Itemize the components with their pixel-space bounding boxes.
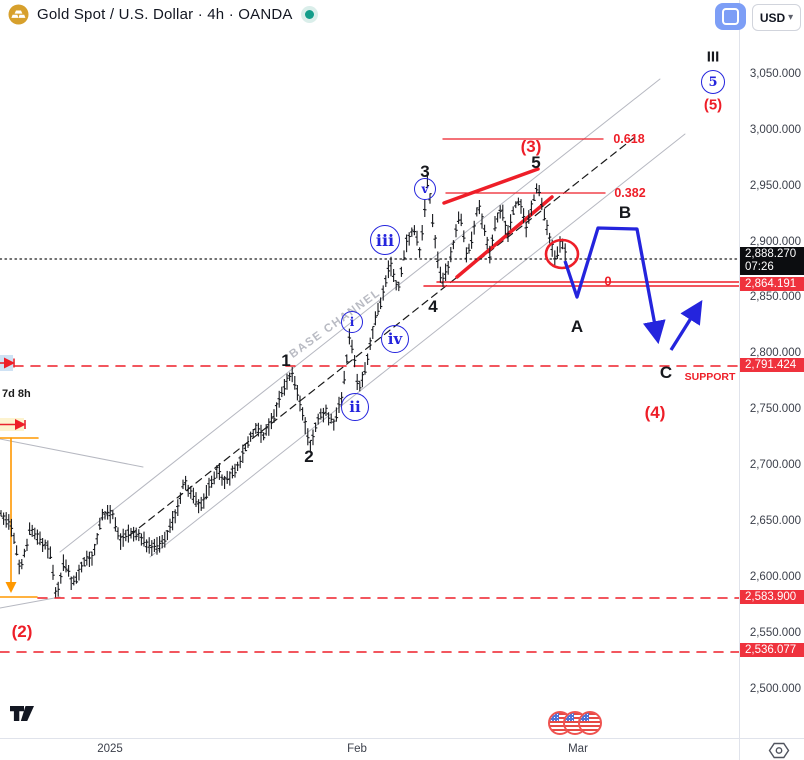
breakdown-highlight-circle[interactable] (544, 238, 580, 270)
trendline-base-low[interactable] (0, 596, 61, 609)
price-axis-label: 2,850.000 (749, 291, 801, 303)
symbol-header[interactable]: Gold Spot / U.S. Dollar · 4h · OANDA (8, 4, 318, 25)
snapshot-button[interactable] (715, 3, 746, 30)
price-axis-label: 2,800.000 (749, 347, 801, 359)
wedge-lower-line[interactable] (455, 195, 554, 279)
price-axis-label: 2,500.000 (749, 683, 801, 695)
price-axis-label: 2,950.000 (749, 180, 801, 192)
price-axis-label: 3,000.000 (749, 124, 801, 136)
price-axis-label: 2,750.000 (749, 403, 801, 415)
camera-frame-icon (722, 8, 739, 25)
level-price-badge: 2,791.424 (740, 358, 804, 372)
level-price-badge: 2,536.077 (740, 643, 804, 657)
chevron-down-icon: ▾ (788, 12, 794, 23)
time-axis-label: Mar (568, 743, 588, 755)
time-axis-label: Feb (347, 743, 367, 755)
chart-plot-area[interactable]: BASE CHANNEL 7d 8h 1 2 3 4 5 A B C III (3) (2) (4)(… (0, 0, 739, 738)
price-axis-label: 3,050.000 (749, 68, 801, 80)
us-flag-event-icon[interactable] (578, 711, 602, 735)
ohlc-bars[interactable] (0, 175, 567, 598)
time-axis[interactable]: 2025 Feb Mar (0, 738, 804, 760)
currency-dropdown-value: USD (759, 10, 786, 25)
price-axis-label: 2,550.000 (749, 627, 801, 639)
trendline-left-down[interactable] (0, 438, 144, 468)
price-axis-label: 2,650.000 (749, 515, 801, 527)
price-axis-label: 2,900.000 (749, 236, 801, 248)
price-axis[interactable]: 3,050.000 3,000.000 2,950.000 2,900.000 2,85… (739, 0, 804, 738)
price-axis-label: 2,700.000 (749, 459, 801, 471)
symbol-title[interactable]: Gold Spot / U.S. Dollar · 4h · OANDA (37, 6, 293, 23)
gold-symbol-icon (8, 4, 29, 25)
channel-lower-line[interactable] (149, 133, 686, 558)
price-chart-canvas[interactable] (0, 0, 739, 738)
abc-projection-path[interactable] (563, 226, 666, 345)
channel-upper-line[interactable] (59, 78, 661, 553)
level-price-badge: 2,583.900 (740, 590, 804, 604)
tradingview-logo[interactable] (10, 704, 43, 728)
currency-dropdown[interactable]: USD ▾ (752, 4, 801, 31)
axis-corner-separator (739, 739, 740, 760)
bounce-arrow[interactable] (669, 300, 703, 351)
wedge-upper-line[interactable] (442, 167, 540, 205)
level-price-badge: 2,864.191 (740, 277, 804, 291)
price-axis-label: 2,600.000 (749, 571, 801, 583)
current-price-badge: 2,888.270 07:26 (740, 247, 804, 275)
channel-midline-dashed[interactable] (129, 136, 636, 536)
axis-settings-gear-icon[interactable] (768, 742, 790, 760)
current-price-value: 2,888.270 (745, 248, 797, 260)
market-open-status-icon[interactable] (300, 6, 318, 23)
bar-countdown: 07:26 (745, 261, 774, 273)
time-axis-label: 2025 (97, 743, 123, 755)
